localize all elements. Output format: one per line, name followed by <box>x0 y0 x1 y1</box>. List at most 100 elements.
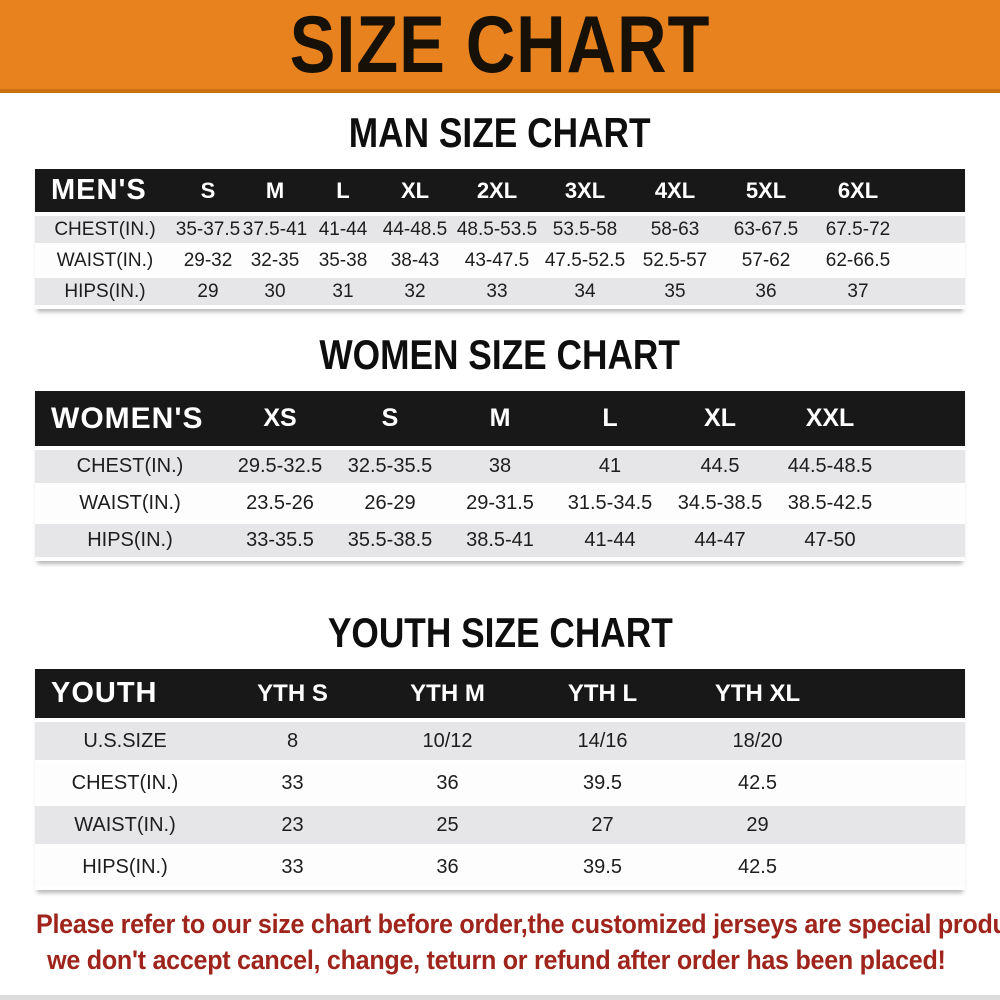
measurement-cell: 31 <box>309 278 377 305</box>
measurement-cell: 33-35.5 <box>225 524 335 557</box>
measurement-cell: 35 <box>629 278 721 305</box>
measurement-cell: 32-35 <box>241 247 309 274</box>
measurement-cell: 48.5-53.5 <box>453 216 541 243</box>
measurement-cell: 32.5-35.5 <box>335 450 445 483</box>
measurement-cell: 31.5-34.5 <box>555 487 665 520</box>
measurement-cell: 32 <box>377 278 453 305</box>
table-row: CHEST(IN.) 35-37.5 37.5-41 41-44 44-48.5 48.5… <box>35 216 965 243</box>
measurement-cell: 47.5-52.5 <box>541 247 629 274</box>
size-column-header: XS <box>225 391 335 446</box>
measurement-cell: 37 <box>811 278 905 305</box>
measurement-cell: 29.5-32.5 <box>225 450 335 483</box>
row-filler-cell <box>835 806 965 844</box>
measurement-cell: 44-48.5 <box>377 216 453 243</box>
women-size-table: WOMEN'S XS S M L XL XXL CHEST(IN.) 29.5-32.5 32.5… <box>35 387 965 561</box>
measurement-cell: 34.5-38.5 <box>665 487 775 520</box>
women-section-heading: WOMEN SIZE CHART <box>0 333 1000 377</box>
measurement-cell: 35.5-38.5 <box>335 524 445 557</box>
size-column-header: M <box>445 391 555 446</box>
measurement-cell: 14/16 <box>525 722 680 760</box>
banner-title: SIZE CHART <box>289 0 711 90</box>
measurement-cell: 33 <box>453 278 541 305</box>
row-filler-cell <box>905 247 965 274</box>
measurement-cell: 27 <box>525 806 680 844</box>
youth-size-table: YOUTH YTH S YTH M YTH L YTH XL U.S.SIZE 8 10/12… <box>35 665 965 890</box>
measurement-cell: 29-32 <box>175 247 241 274</box>
row-label-cell: WAIST(IN.) <box>35 487 225 520</box>
measurement-cell: 34 <box>541 278 629 305</box>
measurement-cell: 42.5 <box>680 848 835 886</box>
row-label-cell: CHEST(IN.) <box>35 216 175 243</box>
measurement-cell: 38.5-42.5 <box>775 487 885 520</box>
measurement-cell: 23.5-26 <box>225 487 335 520</box>
row-filler-cell <box>905 216 965 243</box>
measurement-cell: 43-47.5 <box>453 247 541 274</box>
measurement-cell: 39.5 <box>525 764 680 802</box>
women-section-heading-text: WOMEN SIZE CHART <box>319 331 681 378</box>
disclaimer-line-1: Please refer to our size chart before or… <box>36 909 1000 939</box>
size-column-header: YTH M <box>370 669 525 718</box>
measurement-cell: 33 <box>215 848 370 886</box>
measurement-cell: 18/20 <box>680 722 835 760</box>
table-row: U.S.SIZE 8 10/12 14/16 18/20 <box>35 722 965 760</box>
size-column-header: XXL <box>775 391 885 446</box>
table-title-cell: MEN'S <box>35 169 175 212</box>
table-header-row: WOMEN'S XS S M L XL XXL <box>35 391 965 446</box>
measurement-cell: 36 <box>721 278 811 305</box>
measurement-cell: 67.5-72 <box>811 216 905 243</box>
banner: SIZE CHART <box>0 0 1000 93</box>
row-label-cell: WAIST(IN.) <box>35 806 215 844</box>
size-column-header: M <box>241 169 309 212</box>
table-title-cell: YOUTH <box>35 669 215 718</box>
measurement-cell: 44-47 <box>665 524 775 557</box>
youth-size-section: YOUTH SIZE CHART YOUTH YTH S YTH M YTH L YTH… <box>0 611 1000 890</box>
measurement-cell: 23 <box>215 806 370 844</box>
measurement-cell: 47-50 <box>775 524 885 557</box>
table-header-row: MEN'S S M L XL 2XL 3XL 4XL 5XL 6XL <box>35 169 965 212</box>
measurement-cell: 29 <box>175 278 241 305</box>
measurement-cell: 38 <box>445 450 555 483</box>
header-filler-cell <box>885 391 965 446</box>
table-row: CHEST(IN.) 29.5-32.5 32.5-35.5 38 41 44.5 44.5… <box>35 450 965 483</box>
measurement-cell: 8 <box>215 722 370 760</box>
men-size-section: MAN SIZE CHART MEN'S S M L XL 2XL 3XL 4XL 5XL 6XL… <box>0 111 1000 309</box>
size-column-header: 2XL <box>453 169 541 212</box>
size-column-header: S <box>175 169 241 212</box>
men-section-heading: MAN SIZE CHART <box>0 111 1000 155</box>
measurement-cell: 29-31.5 <box>445 487 555 520</box>
size-column-header: L <box>309 169 377 212</box>
row-filler-cell <box>835 848 965 886</box>
row-label-cell: CHEST(IN.) <box>35 764 215 802</box>
row-label-cell: HIPS(IN.) <box>35 524 225 557</box>
measurement-cell: 44.5-48.5 <box>775 450 885 483</box>
measurement-cell: 39.5 <box>525 848 680 886</box>
size-column-header: YTH XL <box>680 669 835 718</box>
size-column-header: L <box>555 391 665 446</box>
header-filler-cell <box>905 169 965 212</box>
row-label-cell: WAIST(IN.) <box>35 247 175 274</box>
measurement-cell: 38.5-41 <box>445 524 555 557</box>
table-row: HIPS(IN.) 33-35.5 35.5-38.5 38.5-41 41-44 44-… <box>35 524 965 557</box>
youth-section-heading-text: YOUTH SIZE CHART <box>327 609 673 656</box>
youth-section-heading: YOUTH SIZE CHART <box>0 611 1000 655</box>
size-column-header: YTH S <box>215 669 370 718</box>
size-column-header: 5XL <box>721 169 811 212</box>
measurement-cell: 44.5 <box>665 450 775 483</box>
table-row: WAIST(IN.) 23 25 27 29 <box>35 806 965 844</box>
row-filler-cell <box>885 487 965 520</box>
measurement-cell: 57-62 <box>721 247 811 274</box>
size-column-header: S <box>335 391 445 446</box>
size-column-header: YTH L <box>525 669 680 718</box>
row-filler-cell <box>885 450 965 483</box>
size-column-header: XL <box>377 169 453 212</box>
table-row: HIPS(IN.) 29 30 31 32 33 34 35 36 37 <box>35 278 965 305</box>
measurement-cell: 33 <box>215 764 370 802</box>
row-filler-cell <box>885 524 965 557</box>
row-label-cell: CHEST(IN.) <box>35 450 225 483</box>
table-row: WAIST(IN.) 23.5-26 26-29 29-31.5 31.5-34.5 34… <box>35 487 965 520</box>
size-column-header: XL <box>665 391 775 446</box>
size-column-header: 6XL <box>811 169 905 212</box>
men-section-heading-text: MAN SIZE CHART <box>349 109 651 156</box>
measurement-cell: 41-44 <box>309 216 377 243</box>
